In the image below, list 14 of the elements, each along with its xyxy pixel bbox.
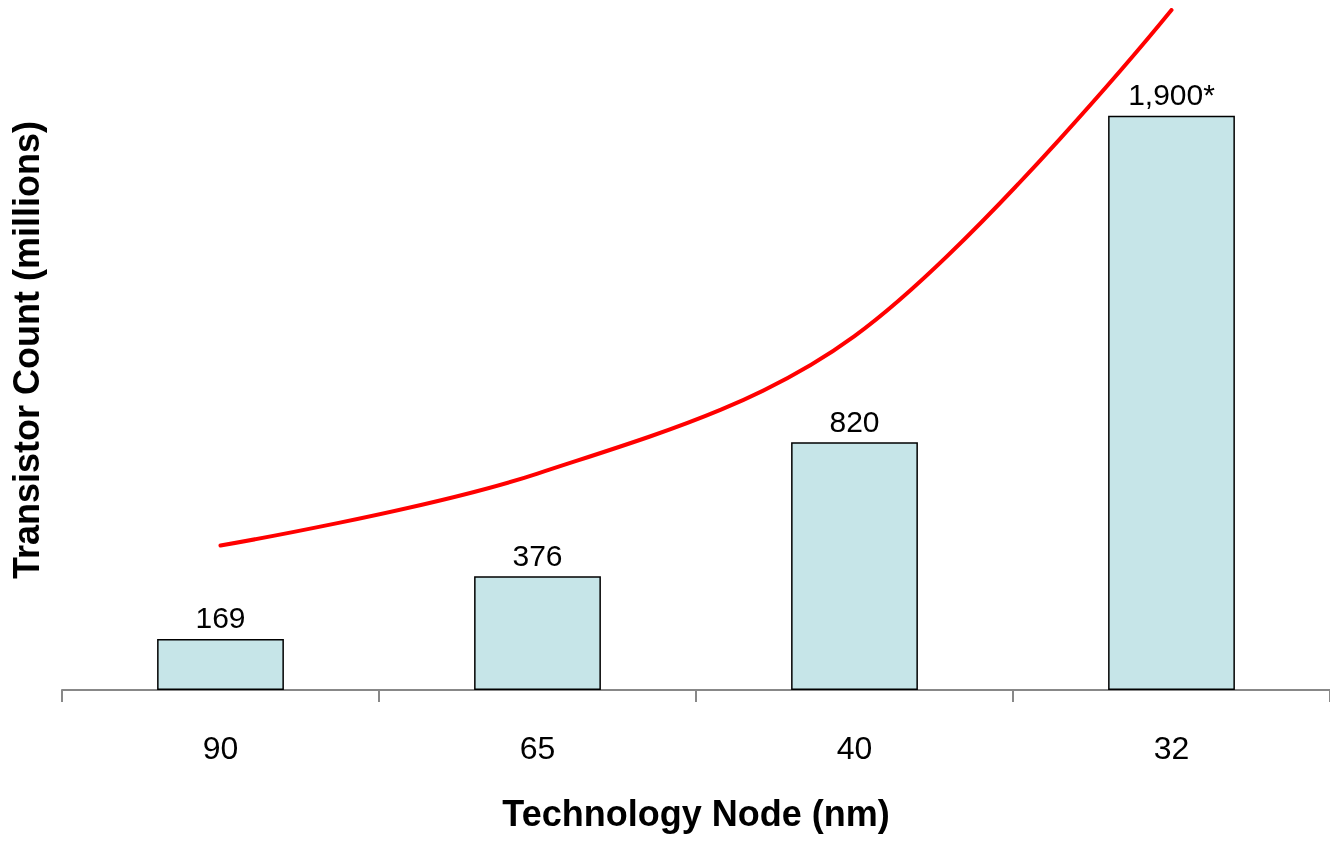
x-tick-label: 40 — [836, 730, 873, 766]
x-tick-label: 65 — [519, 730, 556, 766]
bar — [791, 442, 918, 690]
data-label: 376 — [512, 538, 563, 572]
bar — [474, 576, 601, 690]
bar — [157, 638, 284, 690]
x-axis-title: Technology Node (nm) — [502, 792, 890, 834]
y-axis-title: Transistor Count (millions) — [5, 120, 47, 580]
x-tick-label: 32 — [1153, 730, 1190, 766]
data-label: 1,900* — [1128, 78, 1216, 112]
x-tick-label: 90 — [202, 730, 239, 766]
data-label: 169 — [195, 601, 246, 635]
data-label: 820 — [829, 404, 880, 438]
bar — [1108, 115, 1235, 690]
